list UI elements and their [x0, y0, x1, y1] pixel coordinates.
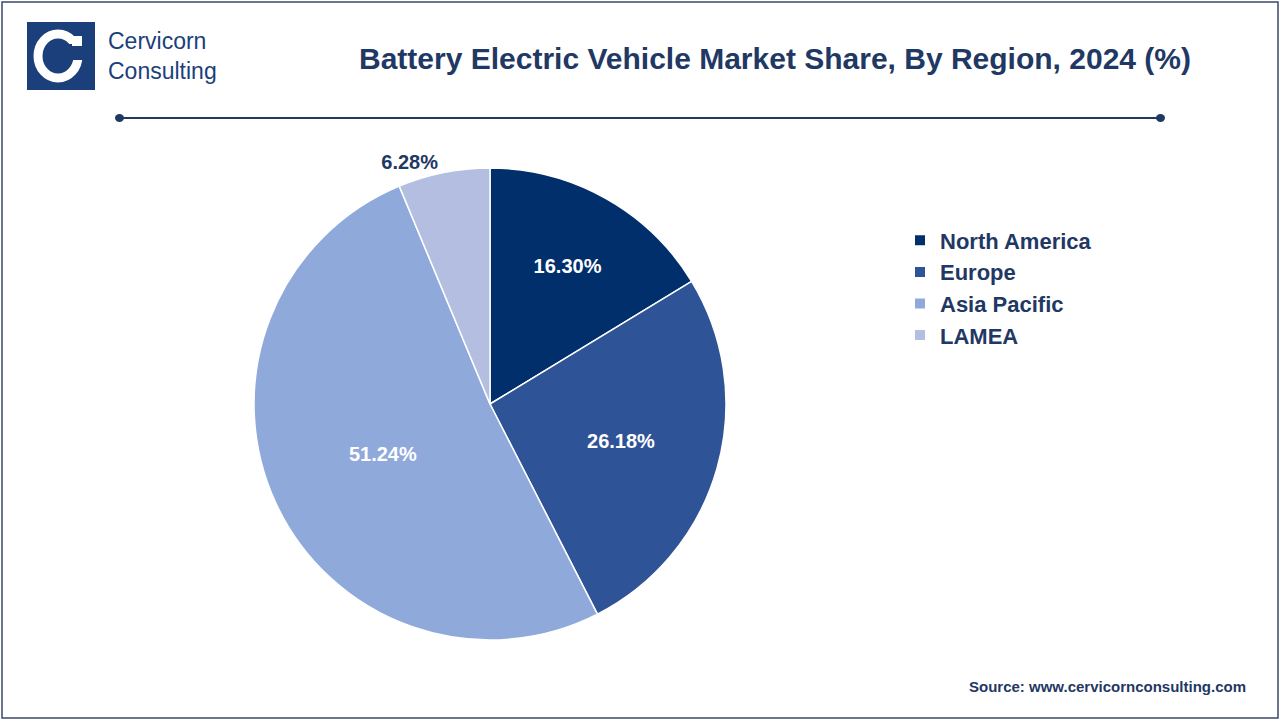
svg-text:6.28%: 6.28% — [381, 151, 438, 173]
svg-text:Europe: Europe — [940, 260, 1016, 285]
svg-text:Source: www.cervicornconsultin: Source: www.cervicornconsulting.com — [969, 678, 1246, 695]
svg-text:Battery Electric Vehicle Marke: Battery Electric Vehicle Market Share, B… — [359, 42, 1191, 75]
svg-text:LAMEA: LAMEA — [940, 324, 1018, 349]
svg-text:CervicornConsulting: CervicornConsulting — [108, 28, 217, 84]
svg-text:North America: North America — [940, 229, 1092, 254]
svg-text:51.24%: 51.24% — [349, 443, 417, 465]
svg-text:Asia Pacific: Asia Pacific — [940, 292, 1064, 317]
svg-text:26.18%: 26.18% — [587, 430, 655, 452]
svg-text:16.30%: 16.30% — [534, 255, 602, 277]
